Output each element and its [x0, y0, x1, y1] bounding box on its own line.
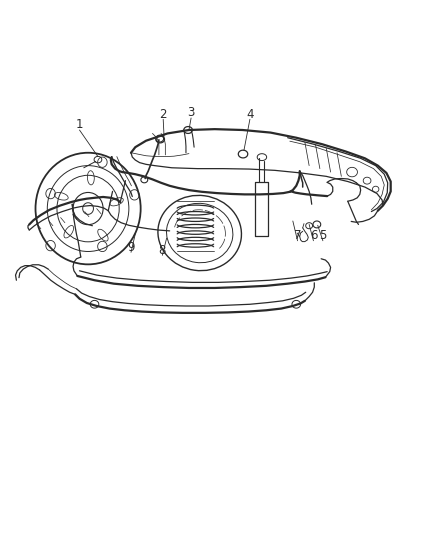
Text: 8: 8 — [159, 244, 166, 257]
Text: 3: 3 — [187, 106, 195, 119]
Text: 5: 5 — [319, 229, 327, 242]
Text: 7: 7 — [294, 229, 301, 242]
Text: 9: 9 — [127, 241, 135, 254]
Text: 6: 6 — [310, 229, 317, 242]
Text: 2: 2 — [159, 108, 167, 120]
Text: 4: 4 — [246, 108, 254, 120]
Text: 1: 1 — [76, 118, 83, 131]
